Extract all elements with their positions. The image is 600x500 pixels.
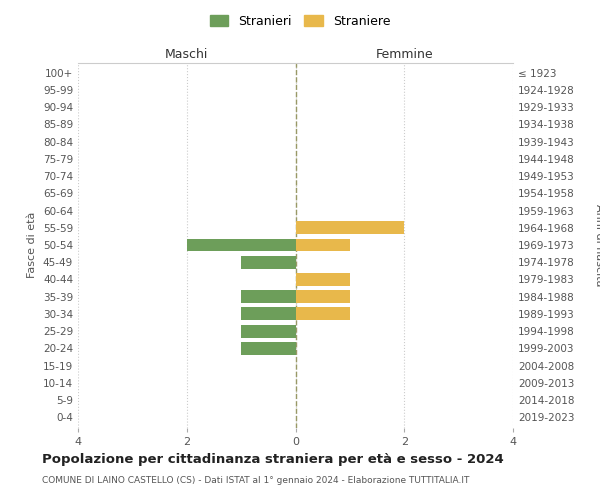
Bar (187, 238, 296, 252)
Y-axis label: Fasce di età: Fasce di età (28, 212, 37, 278)
Bar (296, 238, 350, 252)
Text: Popolazione per cittadinanza straniera per età e sesso - 2024: Popolazione per cittadinanza straniera p… (42, 452, 504, 466)
Text: Femmine: Femmine (376, 48, 433, 61)
Legend: Stranieri, Straniere: Stranieri, Straniere (206, 11, 394, 32)
Bar (296, 222, 404, 234)
Bar (296, 273, 350, 286)
Bar (241, 324, 296, 338)
Bar (241, 342, 296, 355)
Bar (241, 290, 296, 303)
Bar (296, 290, 350, 303)
Bar (241, 256, 296, 268)
Text: Maschi: Maschi (165, 48, 208, 61)
Bar (296, 308, 350, 320)
Y-axis label: Anni di nascita: Anni di nascita (594, 204, 600, 286)
Text: COMUNE DI LAINO CASTELLO (CS) - Dati ISTAT al 1° gennaio 2024 - Elaborazione TUT: COMUNE DI LAINO CASTELLO (CS) - Dati IST… (42, 476, 469, 485)
Bar (241, 308, 296, 320)
